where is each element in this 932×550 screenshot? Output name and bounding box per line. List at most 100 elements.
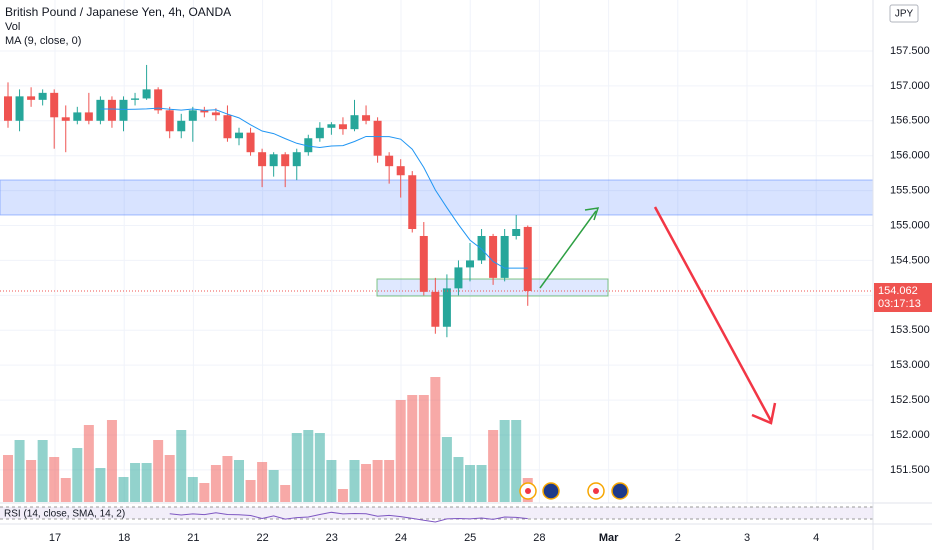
candle-body — [477, 235, 486, 261]
y-tick-label: 153.000 — [890, 359, 930, 371]
y-tick-label: 154.500 — [890, 254, 930, 266]
candle-body — [419, 235, 428, 292]
candle-body — [15, 96, 24, 121]
event-icon — [525, 488, 531, 494]
volume-bar — [141, 463, 152, 502]
volume-bar — [280, 485, 291, 502]
x-tick-label: 23 — [326, 532, 338, 544]
candle-body — [454, 267, 463, 289]
down-arrow — [653, 206, 773, 422]
candle-body — [431, 291, 440, 327]
y-tick-label: 152.000 — [890, 429, 930, 441]
candle-body — [385, 155, 394, 167]
volume-label: Vol — [5, 21, 20, 33]
volume-bar — [118, 477, 129, 502]
volume-bar — [245, 480, 256, 502]
x-tick-label: 3 — [744, 532, 750, 544]
candle-body — [223, 115, 232, 139]
up-arrow-head — [584, 207, 600, 221]
countdown: 03:17:13 — [878, 298, 921, 310]
volume-bar — [210, 465, 221, 502]
volume-bar — [465, 465, 475, 502]
y-tick-label: 157.000 — [890, 80, 930, 92]
volume-pane — [3, 377, 533, 502]
volume-bar — [49, 457, 60, 502]
volume-bar — [441, 437, 452, 502]
y-tick-label: 151.500 — [890, 464, 930, 476]
volume-bar — [106, 420, 117, 502]
volume-bar — [488, 430, 499, 502]
candle-body — [84, 112, 93, 121]
candle-body — [154, 89, 163, 111]
ma-line — [100, 107, 528, 269]
candle-body — [235, 132, 243, 139]
candle-body — [107, 99, 116, 121]
volume-bar — [361, 464, 372, 502]
candle-body — [73, 112, 82, 121]
event-icons — [519, 482, 629, 500]
candle-body — [304, 138, 313, 153]
volume-bar — [499, 420, 510, 502]
ma-label: MA (9, close, 0) — [5, 35, 81, 47]
volume-bar — [164, 455, 175, 502]
x-tick-label: Mar — [599, 532, 619, 544]
candle-body — [269, 154, 278, 167]
volume-bar — [303, 430, 314, 502]
x-tick-label: 24 — [395, 532, 407, 544]
volume-bar — [153, 440, 164, 502]
x-tick-label: 22 — [256, 532, 268, 544]
candle-body — [61, 117, 70, 121]
rsi-lines — [169, 511, 528, 523]
x-tick-label: 25 — [464, 532, 476, 544]
candle-body — [408, 175, 417, 230]
candle-body — [27, 96, 36, 100]
x-tick-label: 28 — [533, 532, 545, 544]
x-tick-label: 21 — [187, 532, 199, 544]
volume-bar — [268, 470, 279, 502]
volume-bar — [130, 463, 141, 502]
candle-body — [246, 132, 255, 153]
candle-body — [373, 120, 382, 156]
candle-body — [512, 229, 521, 236]
candle-body — [50, 92, 59, 118]
volume-bar — [95, 468, 106, 502]
y-tick-label: 156.500 — [890, 115, 930, 127]
y-tick-label: 157.500 — [890, 45, 930, 57]
grid — [0, 0, 873, 503]
down-arrow-head — [751, 402, 777, 425]
volume-bar — [199, 483, 210, 502]
axes: 151.500 152.000 152.500 153.000 153.500 154.0… — [49, 45, 932, 544]
last-price-label: 154.062 — [878, 285, 918, 297]
event-icon — [542, 482, 560, 500]
candle-body — [350, 115, 359, 130]
resistance-zone — [0, 179, 874, 216]
y-tick-label: 156.000 — [890, 150, 930, 162]
candle-body — [489, 235, 498, 278]
chart-title: British Pound / Japanese Yen, 4h, OANDA — [5, 5, 231, 19]
y-tick-label: 153.500 — [890, 324, 930, 336]
candle-body — [258, 152, 267, 167]
volume-bar — [26, 460, 37, 502]
candle-body — [96, 99, 105, 121]
candle-body — [338, 124, 347, 130]
y-tick-label: 152.500 — [890, 394, 930, 406]
candle-body — [188, 110, 197, 121]
volume-bar — [372, 460, 383, 502]
candle-body — [442, 288, 451, 327]
candle-body — [523, 226, 532, 292]
volume-bar — [3, 455, 13, 502]
volume-bar — [407, 395, 418, 502]
candle-body — [396, 166, 405, 176]
candle-body — [4, 96, 12, 121]
candle-body — [211, 112, 220, 116]
volume-bar — [176, 430, 187, 502]
volume-bar — [326, 460, 337, 502]
volume-bar — [257, 462, 268, 502]
rsi-label: RSI (14, close, SMA, 14, 2) — [4, 509, 125, 520]
candle-body — [131, 98, 140, 100]
candle-body — [362, 115, 371, 121]
currency: JPY — [895, 9, 914, 20]
candle-body — [292, 152, 301, 167]
volume-bar — [511, 420, 522, 502]
